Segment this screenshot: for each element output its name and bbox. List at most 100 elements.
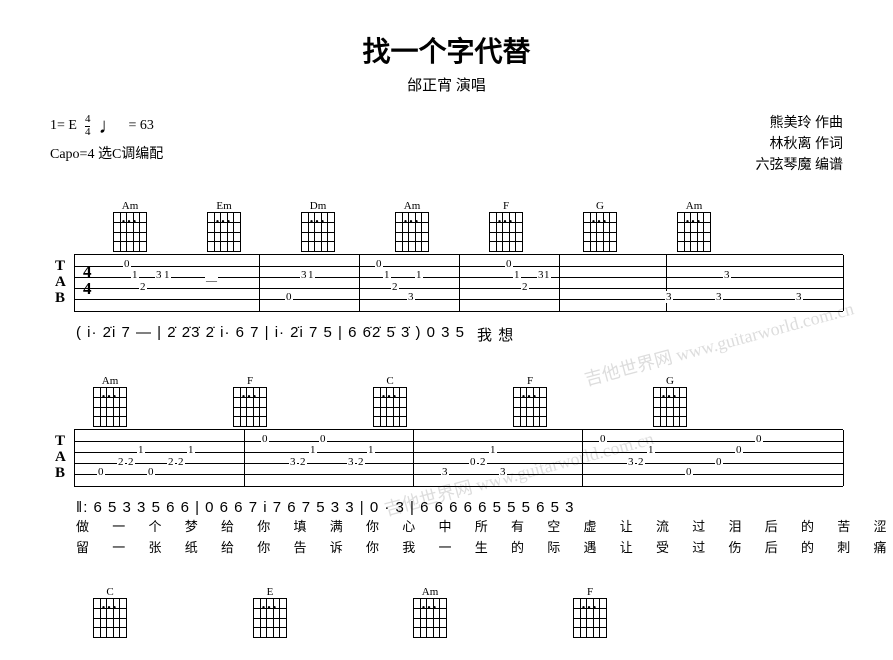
chord-diagram: F	[230, 375, 270, 427]
arranger: 六弦琴魔 编谱	[756, 155, 844, 176]
tab-number: 3	[441, 466, 449, 478]
chord-name: F	[527, 375, 533, 387]
chord-grid-icon	[373, 387, 407, 427]
tab-number: 3	[407, 291, 415, 303]
chord-name: Am	[422, 586, 439, 598]
tab-number: 1	[137, 444, 145, 456]
chord-row: Am Em Dm Am F G Am	[110, 200, 843, 252]
tab-number: 1	[647, 444, 655, 456]
chord-name: F	[247, 375, 253, 387]
notation-line-2: AmFCFG T A B 022102210321032130213032100…	[50, 375, 843, 556]
tab-number: 0	[505, 258, 513, 270]
barline	[359, 255, 360, 311]
tab-number: 2	[139, 281, 147, 293]
tab-number: 0	[755, 433, 763, 445]
tab-number: 2	[391, 281, 399, 293]
tab-number: 1	[309, 444, 317, 456]
chord-grid-icon	[395, 212, 429, 252]
tab-number: 1	[163, 269, 171, 281]
tab-clef-label: T A B	[55, 434, 66, 481]
notation-line-1: AmEmDmAmFGAm T A B 44 01231—031012310123…	[50, 200, 843, 345]
tab-number: 3	[347, 456, 355, 468]
chord-name: Am	[404, 200, 421, 212]
capo-info: Capo=4 选C调编配	[50, 143, 163, 163]
tab-number: 2	[479, 456, 487, 468]
tab-number: 0	[469, 456, 477, 468]
header: 找一个字代替 邰正宵 演唱 1= E 4 4 ♩ = 63 Capo=4 选C调…	[50, 30, 843, 176]
barline	[244, 430, 245, 486]
chord-diagram: F	[486, 200, 526, 252]
tab-number: 0	[319, 433, 327, 445]
tab-number: 3	[723, 269, 731, 281]
chord-grid-icon	[413, 598, 447, 638]
time-sig-on-staff: 44	[83, 263, 92, 297]
tab-number: 0	[123, 258, 131, 270]
tab-number: 1	[307, 269, 315, 281]
chord-name: Am	[102, 375, 119, 387]
lyric-tail: 我 想	[477, 324, 514, 345]
performer: 邰正宵 演唱	[50, 74, 843, 95]
barline	[259, 255, 260, 311]
chord-row: C E Am F	[90, 586, 843, 638]
chord-name: F	[587, 586, 593, 598]
chord-diagram: Am	[90, 375, 130, 427]
chord-diagram: G	[580, 200, 620, 252]
tab-number: 3	[499, 466, 507, 478]
tab-number: 1	[367, 444, 375, 456]
key-signature: 1= E	[50, 118, 77, 134]
tab-clef-label: T A B	[55, 259, 66, 306]
chord-diagram: Dm	[298, 200, 338, 252]
time-signature: 4 4	[85, 114, 91, 138]
chord-grid-icon	[113, 212, 147, 252]
chord-diagram: G	[650, 375, 690, 427]
chord-grid-icon	[513, 387, 547, 427]
chord-grid-icon	[301, 212, 335, 252]
tab-number: 3	[715, 291, 723, 303]
chord-grid-icon	[677, 212, 711, 252]
chord-diagram: Am	[674, 200, 714, 252]
jianpu-row: ( i· 2̇i 7 — | 2̇ 2̇3̇ 2̇ i· 6 7 | i· 2̇…	[76, 324, 843, 345]
tab-number: 2	[637, 456, 645, 468]
tempo-note-icon: ♩	[98, 113, 120, 139]
tab-number: 0	[685, 466, 693, 478]
tab-number: 2	[127, 456, 135, 468]
chord-name: Am	[686, 200, 703, 212]
tab-number: 0	[375, 258, 383, 270]
chord-diagram: C	[90, 586, 130, 638]
tab-number: 1	[513, 269, 521, 281]
tab-number: 2	[167, 456, 175, 468]
chord-diagram: C	[370, 375, 410, 427]
chord-grid-icon	[253, 598, 287, 638]
tab-number: 1	[131, 269, 139, 281]
barline	[843, 255, 844, 311]
tab-number: 0	[97, 466, 105, 478]
lyricist: 林秋离 作词	[756, 134, 844, 155]
tab-number: 0	[735, 444, 743, 456]
chord-grid-icon	[93, 387, 127, 427]
tab-number: 3	[155, 269, 163, 281]
lyric-rows: 做 一 个 梦 给 你 填 满 你 心 中 所 有 空 虚 让 流 过 泪 后 …	[76, 516, 843, 556]
chord-name: G	[666, 375, 674, 387]
chord-diagram: Am	[392, 200, 432, 252]
tab-number: 2	[117, 456, 125, 468]
chord-name: Em	[216, 200, 231, 212]
chord-row: Am F C F G	[90, 375, 843, 427]
chord-name: E	[267, 586, 274, 598]
chord-diagram: F	[570, 586, 610, 638]
notation-line-3-partial: C E Am F	[50, 586, 843, 638]
chord-grid-icon	[207, 212, 241, 252]
tab-number: 1	[489, 444, 497, 456]
chord-name: C	[386, 375, 393, 387]
tab-number: 0	[147, 466, 155, 478]
song-title: 找一个字代替	[50, 30, 843, 70]
tab-number: 1	[187, 444, 195, 456]
tab-number: 2	[177, 456, 185, 468]
composer: 熊美玲 作曲	[756, 113, 844, 134]
tab-number: 1	[543, 269, 551, 281]
chord-diagram: Em	[204, 200, 244, 252]
tab-number: 3	[665, 291, 673, 303]
tab-number: 3	[289, 456, 297, 468]
barline	[582, 430, 583, 486]
chord-name: Am	[122, 200, 139, 212]
tab-number: 2	[299, 456, 307, 468]
